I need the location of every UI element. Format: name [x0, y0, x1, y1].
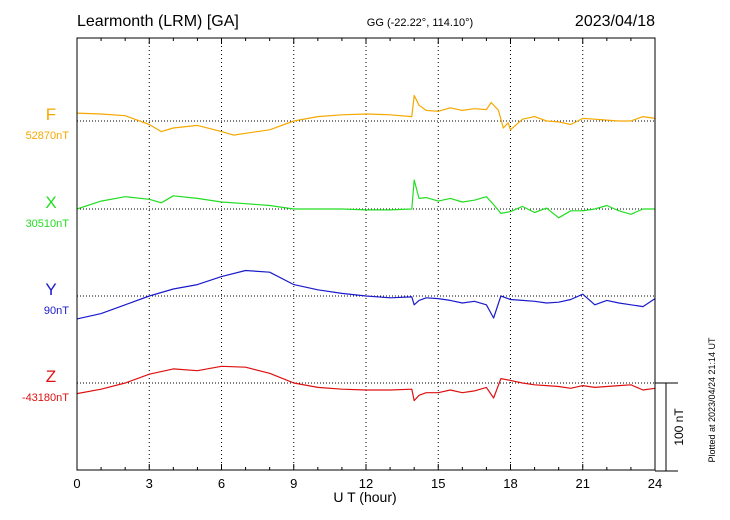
x-tick-label-21: 21	[576, 476, 590, 491]
x-tick-label-3: 3	[146, 476, 153, 491]
series-line-f	[76, 94, 656, 136]
series-baseline-y: 90nT	[44, 305, 69, 317]
x-tick-label-18: 18	[503, 476, 517, 491]
series-labels: F 52870nT X 30510nT Y 90nT Z -43180nT	[22, 105, 69, 404]
x-tick-label-24: 24	[648, 476, 662, 491]
series-baseline-x: 30510nT	[26, 218, 70, 230]
plotted-timestamp: Plotted at 2023/04/24 21:14 UT	[707, 337, 717, 463]
series-name-x: X	[45, 193, 56, 212]
series-name-z: Z	[46, 367, 56, 386]
series-baseline-f: 52870nT	[26, 130, 70, 142]
chart-date: 2023/04/18	[575, 13, 655, 30]
station-coordinates: GG (-22.22°, 114.10°)	[367, 17, 473, 29]
x-axis-ticks: 0 3 6 9 12 15 18 21 24	[73, 38, 662, 491]
station-title: Learmonth (LRM) [GA]	[77, 13, 239, 30]
x-tick-label-9: 9	[290, 476, 297, 491]
series-line-x	[76, 179, 655, 219]
series-line-z	[76, 365, 656, 402]
grid	[148, 38, 584, 470]
series-baseline-z: -43180nT	[22, 392, 69, 404]
series-name-f: F	[46, 105, 56, 124]
x-tick-label-15: 15	[431, 476, 445, 491]
series-name-y: Y	[45, 280, 56, 299]
series-lines	[76, 94, 656, 402]
series-line-y	[76, 269, 656, 320]
x-tick-label-0: 0	[73, 476, 80, 491]
x-tick-label-6: 6	[218, 476, 225, 491]
scale-bar-label: 100 nT	[672, 408, 686, 446]
x-axis-label: U T (hour)	[333, 489, 396, 505]
scale-bar: 100 nT	[655, 382, 686, 472]
x-tick-label-12: 12	[359, 476, 373, 491]
